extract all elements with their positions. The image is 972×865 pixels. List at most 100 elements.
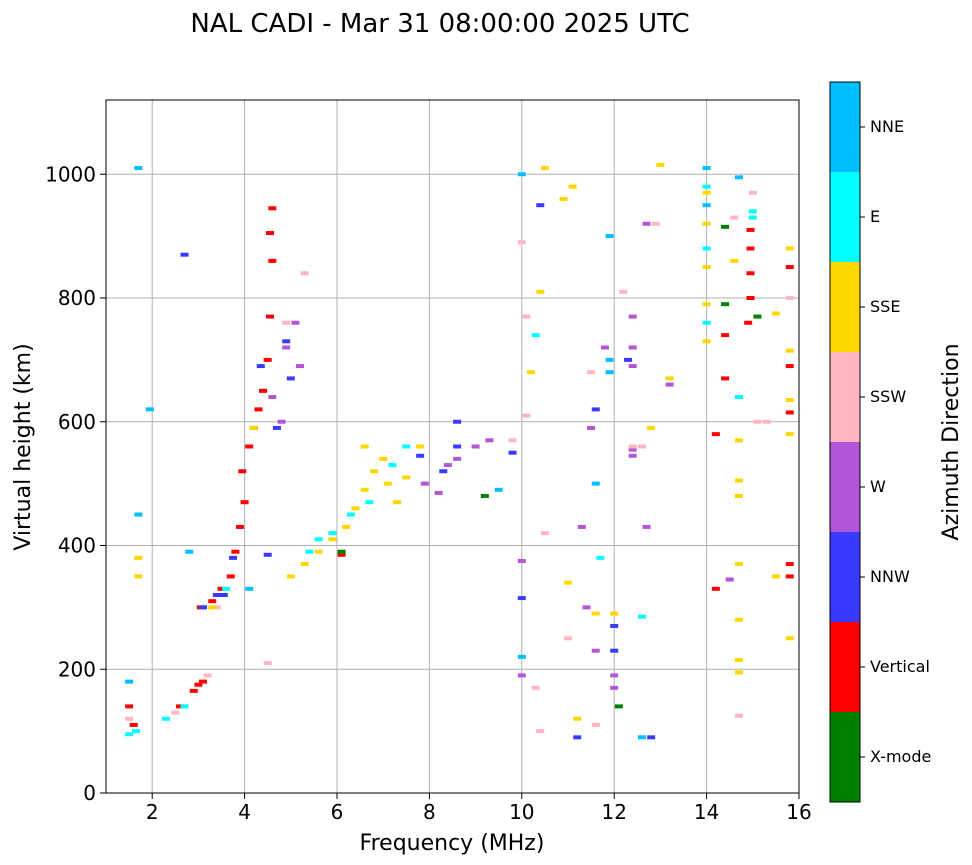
data-point — [785, 562, 794, 567]
data-point — [536, 289, 545, 294]
data-point — [286, 376, 295, 381]
data-point — [393, 500, 402, 505]
data-point — [277, 419, 286, 424]
data-point — [226, 574, 235, 579]
data-point — [180, 252, 189, 257]
data-point — [628, 314, 637, 319]
data-point — [610, 611, 619, 616]
data-point — [596, 555, 605, 560]
data-point — [337, 552, 346, 557]
data-point — [171, 710, 180, 715]
data-point — [199, 605, 208, 610]
data-point — [291, 320, 300, 325]
data-point — [702, 166, 711, 171]
series-e — [125, 184, 757, 737]
data-point — [564, 580, 572, 585]
colorbar-label: Azimuth Direction — [939, 343, 964, 540]
data-point — [746, 227, 755, 232]
data-point — [314, 537, 323, 542]
data-point — [517, 596, 526, 601]
data-point — [614, 704, 623, 709]
data-point — [610, 685, 619, 690]
data-point — [365, 500, 374, 505]
colorbar-segment — [830, 532, 860, 622]
data-point — [272, 425, 281, 430]
data-point — [637, 444, 646, 449]
data-point — [245, 444, 254, 449]
data-point — [748, 190, 757, 195]
data-point — [145, 407, 154, 412]
data-point — [734, 395, 743, 399]
y-tick-label: 200 — [58, 657, 96, 681]
data-point — [125, 679, 134, 684]
data-point — [217, 586, 226, 591]
data-point — [628, 453, 637, 458]
series-nnw — [180, 203, 656, 740]
data-point — [702, 184, 711, 189]
data-point — [296, 364, 305, 369]
data-point — [702, 203, 711, 208]
data-point — [402, 444, 411, 449]
data-point — [134, 512, 143, 517]
data-point — [785, 410, 794, 415]
data-point — [746, 246, 755, 251]
data-point — [282, 320, 291, 325]
data-point — [642, 524, 651, 529]
colorbar-segment — [830, 712, 860, 802]
data-point — [785, 574, 794, 579]
data-point — [610, 648, 619, 653]
x-tick-label: 12 — [601, 800, 626, 824]
data-point — [522, 413, 531, 418]
colorbar-segment — [830, 352, 860, 442]
data-point — [125, 732, 134, 737]
y-axis-ticks: 0 200 400 600 800 1000 — [45, 162, 106, 805]
y-tick-label: 0 — [83, 781, 96, 805]
data-point — [328, 537, 337, 542]
series-nne — [125, 166, 743, 740]
data-point — [591, 407, 600, 412]
data-point — [134, 574, 143, 579]
colorbar-frame — [829, 81, 861, 803]
colorbar: X-mode Vertical NNW W SSW SSE E NNE — [829, 81, 931, 803]
data-point — [628, 444, 637, 449]
data-point — [748, 215, 757, 220]
data-point — [266, 314, 275, 319]
y-tick-label: 1000 — [45, 162, 96, 186]
data-point — [434, 490, 443, 495]
data-point — [762, 419, 771, 424]
data-point — [591, 481, 600, 486]
data-point — [416, 453, 425, 458]
y-tick-label: 800 — [58, 286, 96, 310]
data-point — [628, 364, 637, 369]
colorbar-tick-label: NNW — [870, 567, 910, 586]
data-point — [702, 265, 711, 270]
data-point — [734, 670, 743, 675]
data-point — [587, 370, 596, 375]
data-point — [494, 487, 503, 492]
data-point — [346, 512, 355, 517]
data-point — [337, 549, 346, 554]
data-point — [185, 549, 194, 554]
data-point — [360, 444, 369, 449]
data-point — [282, 339, 291, 344]
data-point — [175, 704, 184, 709]
x-tick-label: 6 — [331, 800, 344, 824]
data-point — [734, 478, 743, 483]
data-point — [734, 562, 743, 567]
data-point — [379, 456, 388, 461]
data-point — [647, 425, 656, 430]
colorbar-tick-label: NNE — [870, 117, 904, 136]
series-sse — [134, 162, 794, 721]
data-point — [245, 586, 254, 591]
data-point — [734, 657, 743, 662]
data-point — [610, 673, 619, 678]
series-w — [268, 221, 734, 690]
data-point — [238, 469, 247, 474]
data-point — [605, 234, 614, 239]
grid-lines — [106, 100, 800, 794]
data-point — [628, 345, 637, 350]
data-point — [746, 296, 755, 300]
data-point — [721, 376, 730, 381]
data-point — [517, 240, 526, 245]
data-point — [642, 221, 651, 226]
